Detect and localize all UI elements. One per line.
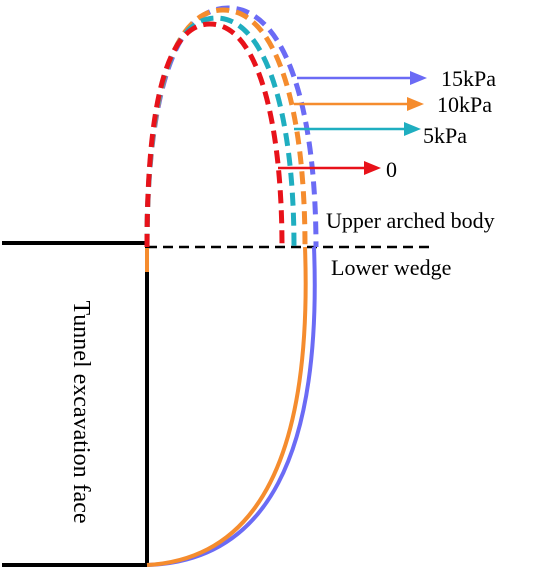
lower-wedge-curve-15kpa xyxy=(146,246,317,567)
label-lower-wedge: Lower wedge xyxy=(331,255,451,280)
label-10kpa: 10kPa xyxy=(437,92,492,117)
arrow-10kpa xyxy=(294,97,424,111)
arch-curve-0kpa xyxy=(144,21,285,248)
tunnel-face-outline xyxy=(2,241,149,567)
arrow-15kpa xyxy=(297,71,427,85)
label-15kpa: 15kPa xyxy=(441,66,496,91)
label-tunnel-excavation-face: Tunnel excavation face xyxy=(68,300,94,523)
arch-curve-10kpa xyxy=(144,7,308,248)
arrow-0kpa xyxy=(278,161,381,175)
lower-wedge-curve-10kpa xyxy=(146,246,308,567)
label-5kpa: 5kPa xyxy=(423,123,467,148)
label-0kpa: 0 xyxy=(386,157,397,182)
label-upper-arched-body: Upper arched body xyxy=(326,208,495,233)
arrow-5kpa xyxy=(294,122,421,136)
arch-curve-15kpa xyxy=(144,5,319,248)
